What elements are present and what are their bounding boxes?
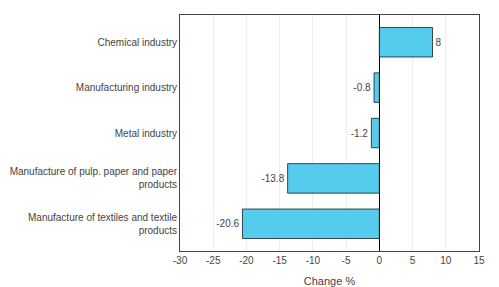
svg-text:5: 5 <box>410 255 416 266</box>
svg-text:0: 0 <box>377 255 383 266</box>
svg-text:8: 8 <box>435 37 441 48</box>
svg-text:Change %: Change % <box>304 275 356 287</box>
svg-text:Metal industry: Metal industry <box>115 128 177 139</box>
svg-text:-10: -10 <box>306 255 321 266</box>
svg-text:10: 10 <box>440 255 452 266</box>
svg-text:-13.8: -13.8 <box>261 173 284 184</box>
svg-text:-0.8: -0.8 <box>353 82 371 93</box>
svg-text:-20: -20 <box>239 255 254 266</box>
svg-text:15: 15 <box>473 255 485 266</box>
svg-text:-25: -25 <box>206 255 221 266</box>
svg-text:Manufacture of pulp. paper and: Manufacture of pulp. paper and paperprod… <box>10 166 178 190</box>
svg-text:Manufacturing industry: Manufacturing industry <box>76 82 177 93</box>
svg-text:-15: -15 <box>272 255 287 266</box>
svg-text:-5: -5 <box>342 255 351 266</box>
svg-text:Chemical industry: Chemical industry <box>98 37 177 48</box>
svg-text:-20.6: -20.6 <box>216 218 239 229</box>
svg-text:-30: -30 <box>173 255 188 266</box>
svg-text:-1.2: -1.2 <box>351 128 369 139</box>
svg-text:Manufacture of textiles and te: Manufacture of textiles and textileprodu… <box>28 212 177 236</box>
